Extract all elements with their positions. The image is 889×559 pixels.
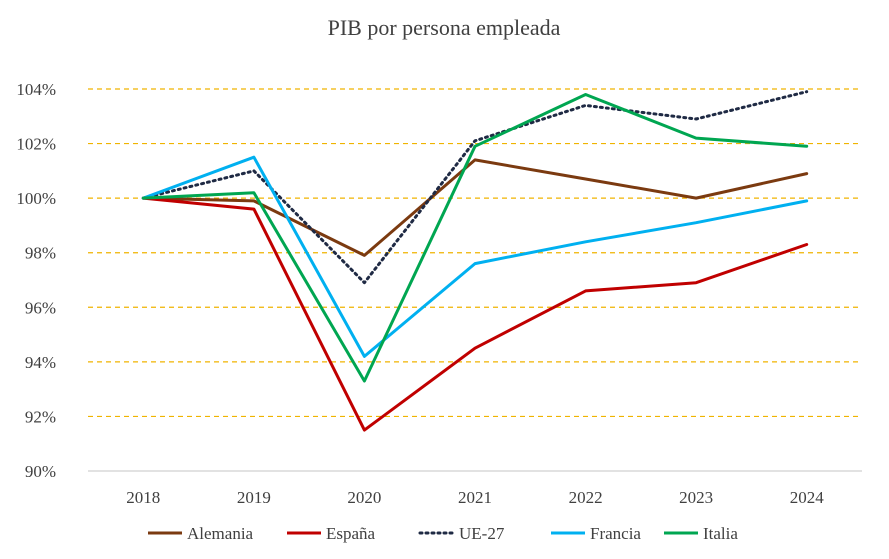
series-line-alemania <box>141 158 809 257</box>
series-group <box>141 90 809 432</box>
legend-label: Francia <box>590 524 641 543</box>
gridlines <box>88 88 862 472</box>
x-tick-label: 2019 <box>237 488 271 507</box>
x-tick-label: 2018 <box>126 488 160 507</box>
x-tick-label: 2022 <box>569 488 603 507</box>
legend: Alemania España UE-27 Francia Italia <box>148 524 738 543</box>
legend-label: España <box>326 524 376 543</box>
legend-label: Alemania <box>187 524 254 543</box>
y-tick-label: 102% <box>16 135 56 154</box>
y-axis: 90% 92% 94% 96% 98% 100% 102% 104% <box>16 80 56 481</box>
x-tick-label: 2020 <box>347 488 381 507</box>
x-tick-label: 2023 <box>679 488 713 507</box>
y-tick-label: 90% <box>25 462 56 481</box>
y-tick-label: 100% <box>16 189 56 208</box>
x-tick-label: 2024 <box>790 488 825 507</box>
series-line-francia <box>141 155 809 358</box>
x-tick-label: 2021 <box>458 488 492 507</box>
y-tick-label: 96% <box>25 298 56 317</box>
series-line-ue-27 <box>141 90 809 285</box>
chart-title: PIB por persona empleada <box>328 15 561 40</box>
y-tick-label: 94% <box>25 353 56 372</box>
series-line-espa-a <box>141 196 809 432</box>
x-axis: 2018 2019 2020 2021 2022 2023 2024 <box>126 488 824 507</box>
y-tick-label: 92% <box>25 407 56 426</box>
legend-label: UE-27 <box>459 524 505 543</box>
series-line-italia <box>141 93 809 383</box>
legend-label: Italia <box>703 524 738 543</box>
y-tick-label: 98% <box>25 244 56 263</box>
y-tick-label: 104% <box>16 80 56 99</box>
